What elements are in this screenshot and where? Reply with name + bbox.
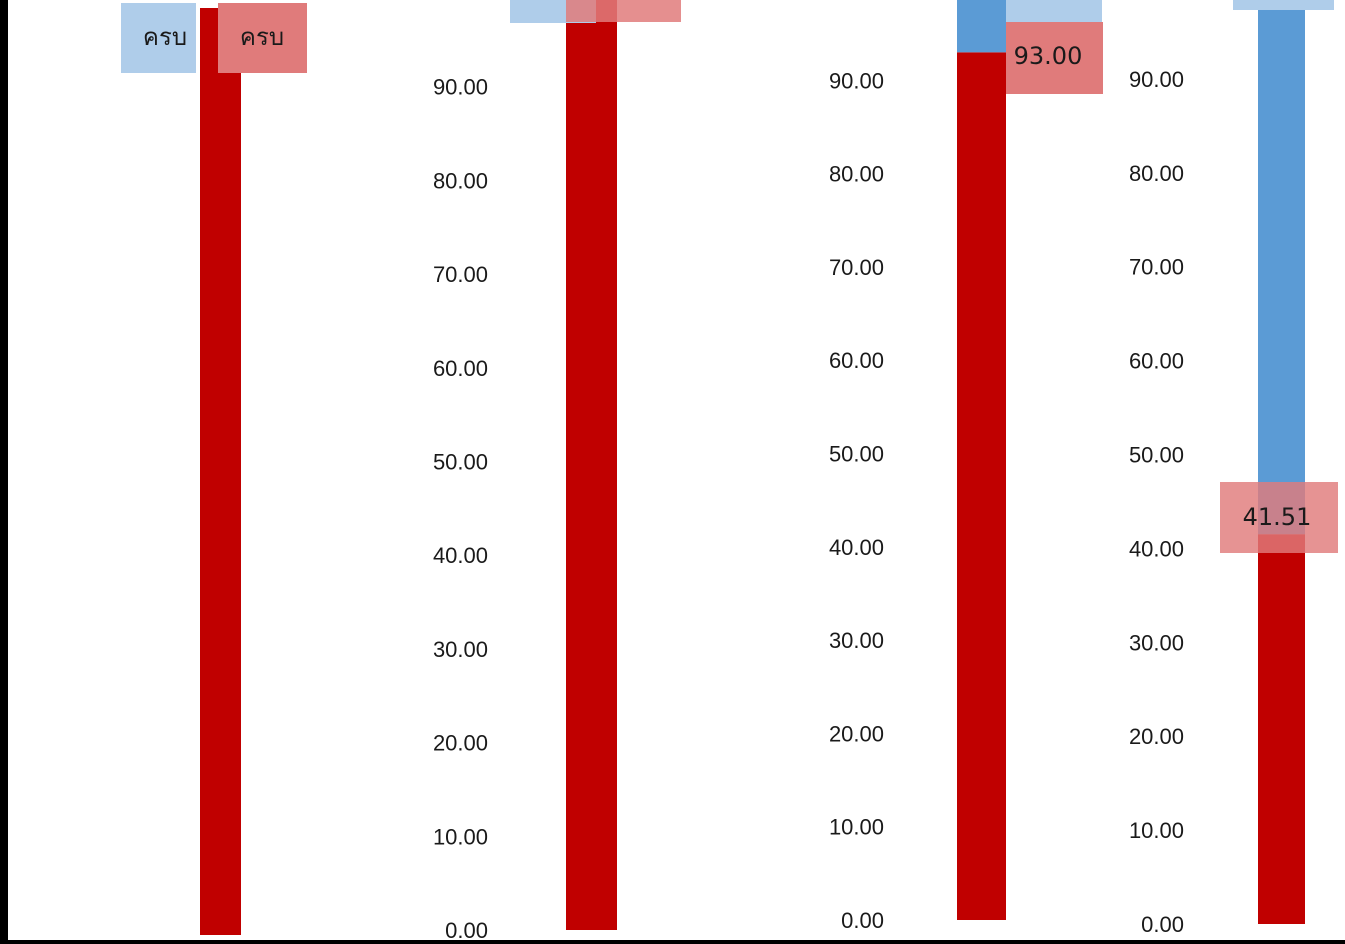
- y-tick-label: 30.00: [829, 628, 884, 653]
- y-tick-label: 70.00: [433, 262, 488, 287]
- y-tick-label: 80.00: [1129, 161, 1184, 186]
- y-tick-label: 0.00: [841, 908, 884, 933]
- y-tick-label: 90.00: [1129, 67, 1184, 92]
- y-tick-label: 50.00: [829, 442, 884, 467]
- data-label-box: [1233, 0, 1334, 10]
- data-label: 93.00: [1014, 42, 1083, 70]
- y-tick-label: 40.00: [1129, 536, 1184, 561]
- bottom-border: [0, 940, 1345, 944]
- y-tick-label: 20.00: [829, 721, 884, 746]
- y-tick-label: 80.00: [433, 168, 488, 193]
- chart-panel-4: 0.00 10.00 20.00 30.00 40.00 50.00 60.00 70.00 8…: [1129, 0, 1338, 937]
- y-tick-label: 30.00: [1129, 630, 1184, 655]
- chart-panel-3: 0.00 10.00 20.00 30.00 40.00 50.00 60.00 70.00 8…: [829, 0, 1103, 933]
- y-tick-label: 10.00: [1129, 818, 1184, 843]
- y-tick-label: 50.00: [433, 450, 488, 475]
- y-tick-label: 10.00: [433, 824, 488, 849]
- y-tick-label: 50.00: [1129, 443, 1184, 468]
- bar-remaining: [957, 0, 1006, 53]
- y-tick-label: 90.00: [829, 68, 884, 93]
- chart-panel-2: 0.00 10.00 20.00 30.00 40.00 50.00 60.00 70.00 8…: [433, 0, 681, 943]
- y-tick-label: 0.00: [1141, 912, 1184, 937]
- data-label-box: [1006, 0, 1102, 23]
- y-tick-label: 70.00: [1129, 255, 1184, 280]
- y-tick-label: 0.00: [445, 918, 488, 943]
- y-tick-label: 20.00: [1129, 724, 1184, 749]
- chart-panel-1: ครบ ครบ: [121, 3, 307, 935]
- data-label-box: [1220, 482, 1338, 553]
- data-label: 41.51: [1243, 503, 1312, 531]
- data-label: ครบ: [240, 23, 284, 51]
- y-tick-label: 40.00: [829, 535, 884, 560]
- y-tick-label: 80.00: [829, 162, 884, 187]
- data-label-box: [121, 3, 196, 73]
- data-label-box: [1006, 22, 1103, 94]
- y-tick-label: 90.00: [433, 75, 488, 100]
- y-tick-label: 20.00: [433, 731, 488, 756]
- y-tick-label: 30.00: [433, 637, 488, 662]
- data-label: ครบ: [143, 23, 187, 51]
- bar-achieved: [957, 52, 1006, 921]
- y-tick-label: 70.00: [829, 255, 884, 280]
- data-label-box: [566, 0, 681, 22]
- y-tick-label: 10.00: [829, 815, 884, 840]
- bar-achieved: [200, 8, 241, 935]
- bar-remaining: [1258, 0, 1305, 535]
- y-tick-label: 60.00: [433, 356, 488, 381]
- bar-achieved: [1258, 534, 1305, 924]
- bar-achieved: [566, 0, 617, 930]
- y-tick-label: 40.00: [433, 543, 488, 568]
- y-tick-label: 60.00: [829, 348, 884, 373]
- left-border: [0, 0, 8, 944]
- data-label-box: [218, 3, 307, 73]
- y-tick-label: 60.00: [1129, 349, 1184, 374]
